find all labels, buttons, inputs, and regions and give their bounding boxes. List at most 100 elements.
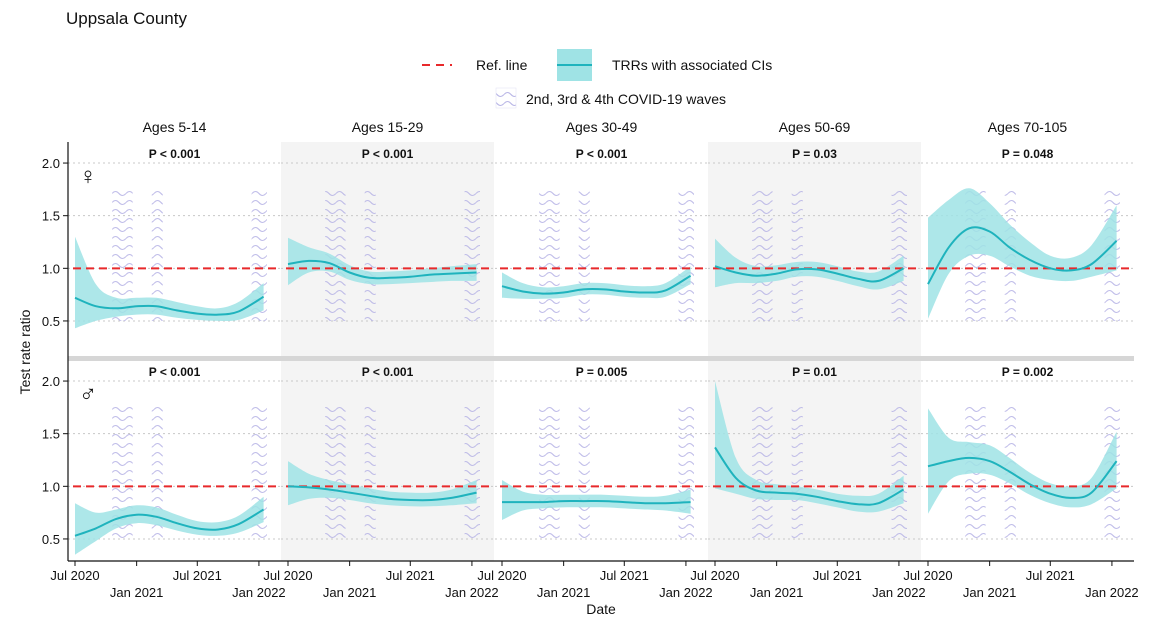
facet-label: Ages 70-105 xyxy=(988,119,1068,135)
ci-band xyxy=(715,238,904,290)
trr-line xyxy=(287,259,477,280)
legend-wave-label: 2nd, 3rd & 4th COVID-19 waves xyxy=(526,91,726,107)
wave-band xyxy=(112,406,133,539)
y-tick-label: 2.0 xyxy=(42,374,60,389)
p-value-label: P = 0.01 xyxy=(792,365,837,379)
panel: P < 0.001 xyxy=(68,365,281,555)
x-tick-label: Jan 2022 xyxy=(445,585,499,600)
wave-band xyxy=(464,188,480,321)
x-tick-label: Jan 2021 xyxy=(963,585,1017,600)
wave-band xyxy=(539,406,560,539)
trr-line xyxy=(502,500,691,505)
wave-band xyxy=(539,188,560,321)
x-tick-label: Jan 2022 xyxy=(1085,585,1139,600)
x-tick-label: Jul 2021 xyxy=(1026,568,1075,583)
y-axis-title: Test rate ratio xyxy=(17,309,33,394)
sex-symbol: ♀ xyxy=(79,163,97,190)
p-value-label: P < 0.001 xyxy=(149,365,201,379)
x-tick-label: Jul 2020 xyxy=(903,568,952,583)
x-tick-label: Jul 2020 xyxy=(263,568,312,583)
panel: P < 0.001 xyxy=(281,365,494,540)
wave-band xyxy=(678,406,694,539)
wave-band xyxy=(364,406,376,539)
x-tick-label: Jan 2021 xyxy=(537,585,591,600)
ci-band xyxy=(502,266,691,299)
wave-band xyxy=(752,406,773,539)
wave-band xyxy=(364,188,376,321)
p-value-label: P < 0.001 xyxy=(362,365,414,379)
trr-line xyxy=(501,274,692,295)
legend-wave-swatch xyxy=(495,87,517,109)
legend: Ref. line TRRs with associated CIs 2nd, … xyxy=(422,49,772,109)
wave-band xyxy=(151,188,163,321)
p-value-label: P = 0.03 xyxy=(792,147,837,161)
wave-band xyxy=(891,188,907,321)
ci-band xyxy=(75,496,264,555)
facet-label: Ages 50-69 xyxy=(779,119,851,135)
panel: P < 0.001 xyxy=(281,147,494,322)
wave-band xyxy=(678,188,694,321)
wave-band xyxy=(791,188,803,321)
wave-band xyxy=(464,406,480,539)
p-value-label: P < 0.001 xyxy=(576,147,628,161)
panel-grid: Ages 5-14 Ages 15-29 Ages 30-49 Ages 50-69 A… xyxy=(42,119,1139,600)
x-tick-label: Jan 2022 xyxy=(659,585,713,600)
trr-line xyxy=(714,446,905,506)
facet-label: Ages 5-14 xyxy=(143,119,207,135)
trr-line xyxy=(74,508,265,537)
panel: P = 0.01 xyxy=(708,365,921,540)
panel: P = 0.005 xyxy=(495,365,708,540)
wave-band xyxy=(578,188,590,321)
wave-band xyxy=(325,406,346,539)
y-tick-label: 1.5 xyxy=(42,209,60,224)
trr-line xyxy=(714,265,905,283)
facet-label: Ages 30-49 xyxy=(566,119,638,135)
p-value-label: P = 0.005 xyxy=(576,365,628,379)
sex-symbol: ♂ xyxy=(79,381,97,408)
ci-band xyxy=(288,237,477,286)
legend-ref-label: Ref. line xyxy=(476,57,528,73)
ci-band xyxy=(715,381,904,513)
x-tick-label: Jan 2021 xyxy=(110,585,164,600)
y-tick-label: 0.5 xyxy=(42,532,60,547)
wave-band xyxy=(891,406,907,539)
ci-band xyxy=(502,480,691,520)
trr-line xyxy=(927,456,1118,499)
wave-band xyxy=(578,406,590,539)
x-tick-label: Jul 2020 xyxy=(50,568,99,583)
panel: P = 0.03 xyxy=(708,147,921,322)
trr-line xyxy=(74,295,265,316)
p-value-label: P = 0.048 xyxy=(1002,147,1054,161)
x-axis-title: Date xyxy=(586,601,616,617)
facet-label: Ages 15-29 xyxy=(352,119,424,135)
y-tick-label: 1.5 xyxy=(42,427,60,442)
panel: P = 0.002 xyxy=(921,365,1134,540)
row-separator xyxy=(68,356,1134,361)
x-tick-label: Jan 2021 xyxy=(323,585,377,600)
p-value-label: P < 0.001 xyxy=(362,147,414,161)
ci-band xyxy=(75,236,264,329)
wave-band xyxy=(112,188,133,321)
x-tick-label: Jul 2021 xyxy=(173,568,222,583)
wave-band xyxy=(791,406,803,539)
x-tick-label: Jan 2022 xyxy=(232,585,286,600)
ci-band xyxy=(928,188,1117,319)
x-tick-label: Jul 2020 xyxy=(477,568,526,583)
p-value-label: P < 0.001 xyxy=(149,147,201,161)
y-tick-label: 1.0 xyxy=(42,479,60,494)
x-tick-label: Jul 2021 xyxy=(386,568,435,583)
p-value-label: P = 0.002 xyxy=(1002,365,1054,379)
panel: P < 0.001 xyxy=(68,147,281,329)
panel: P = 0.048 xyxy=(921,147,1134,322)
trr-line xyxy=(287,485,477,502)
x-tick-label: Jul 2021 xyxy=(600,568,649,583)
wave-band xyxy=(752,188,773,321)
wave-band xyxy=(151,406,163,539)
y-tick-label: 2.0 xyxy=(42,156,60,171)
panel: P < 0.001 xyxy=(495,147,708,322)
y-tick-label: 1.0 xyxy=(42,261,60,276)
wave-band xyxy=(325,188,346,321)
y-tick-label: 0.5 xyxy=(42,314,60,329)
x-tick-label: Jan 2021 xyxy=(750,585,804,600)
